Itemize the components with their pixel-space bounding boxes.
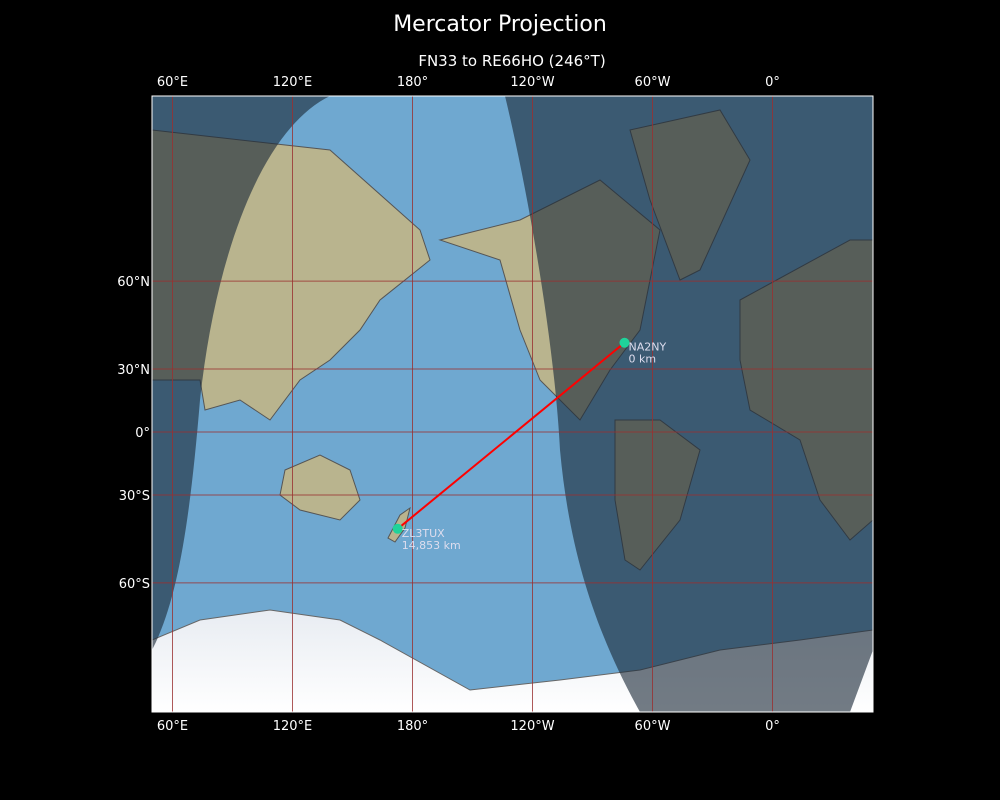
map-frame [151, 95, 874, 713]
lon-tick-label-top: 60°E [157, 75, 188, 90]
station-callsign: NA2NY [629, 341, 667, 354]
lat-tick-label: 60°N [117, 275, 150, 290]
map-subtitle: FN33 to RE66HO (246°T) [418, 52, 606, 70]
map-area[interactable] [152, 96, 873, 712]
lon-tick-label-bottom: 60°E [157, 719, 188, 734]
lat-tick-label: 0° [135, 426, 150, 441]
lon-tick-label-bottom: 120°W [510, 719, 554, 734]
graticule [152, 96, 873, 712]
great-circle-path [397, 341, 626, 530]
lon-tick-label-bottom: 120°E [273, 719, 313, 734]
station-callsign: ZL3TUX [402, 527, 445, 540]
australia [279, 454, 361, 521]
station-marker[interactable] [619, 337, 630, 348]
lon-tick-label-bottom: 60°W [635, 719, 671, 734]
station-distance: 0 km [629, 353, 657, 366]
station-distance: 14,853 km [402, 539, 461, 552]
lon-tick-label-top: 120°E [273, 75, 313, 90]
lon-tick-label-top: 180° [397, 75, 428, 90]
lon-tick-label-bottom: 180° [397, 719, 428, 734]
lat-tick-label: 30°S [119, 489, 150, 504]
lon-tick-label-bottom: 0° [765, 719, 780, 734]
night-overlay [152, 96, 873, 712]
lon-tick-label-top: 0° [765, 75, 780, 90]
lon-tick-label-top: 120°W [510, 75, 554, 90]
lon-tick-label-top: 60°W [635, 75, 671, 90]
station-marker[interactable] [392, 523, 403, 534]
figure-title: Mercator Projection [393, 12, 607, 37]
lat-tick-label: 60°S [119, 577, 150, 592]
lat-tick-label: 30°N [117, 363, 150, 378]
